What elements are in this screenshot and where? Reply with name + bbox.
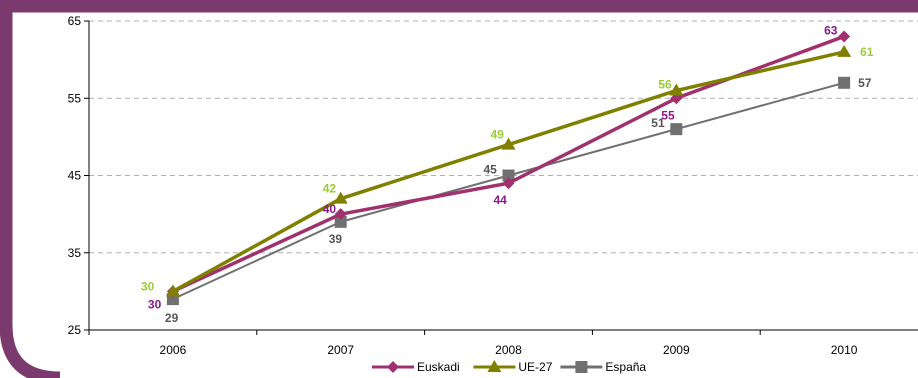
legend-label: Euskadi [417,360,460,374]
series-ue-27 [165,44,852,297]
data-point [670,123,683,136]
data-point [165,284,180,297]
x-tick-label: 2007 [327,343,354,357]
x-tick-label: 2008 [495,343,522,357]
series-line [172,81,845,301]
y-tick-label: 25 [68,323,82,337]
legend: Euskadi UE-27 España [372,360,646,374]
legend-marker [387,361,399,373]
data-point [334,215,347,228]
axes: 25 35 45 55 65 2006 2007 2008 2009 2010 [68,14,918,357]
gridlines [89,20,918,254]
legend-label: UE-27 [518,360,552,374]
data-label: 56 [658,78,672,92]
data-label: 39 [329,232,343,246]
data-label: 49 [491,128,505,142]
data-label: 29 [165,311,179,325]
legend-item: UE-27 [473,360,553,374]
data-label: 30 [148,297,162,311]
y-tick-label: 65 [68,14,82,28]
data-point [838,30,851,43]
data-point [502,169,515,182]
data-point [333,191,348,204]
data-point [669,83,684,96]
data-point [838,76,851,89]
data-label: 55 [661,108,675,122]
series-layer [165,30,852,306]
data-point [334,208,347,221]
data-point [837,44,852,57]
data-labels: 30 40 44 55 63 30 42 49 56 61 29 39 45 51 57 [141,23,874,325]
data-label: 61 [860,45,874,59]
data-label: 63 [824,23,838,37]
y-tick-label: 55 [68,91,82,105]
data-label: 40 [323,202,337,216]
series-euskadi [166,30,851,298]
data-label: 57 [858,76,872,90]
data-label: 30 [141,279,155,293]
data-point [502,177,515,190]
x-tick-label: 2010 [831,343,858,357]
legend-marker [487,360,502,372]
legend-marker [575,361,588,373]
data-label: 44 [494,193,508,207]
y-tick-label: 35 [68,246,82,260]
legend-item: España [560,360,646,374]
legend-label: España [605,360,646,374]
series-espa-a [166,76,851,306]
legend-item: Euskadi [372,360,460,374]
data-label: 51 [651,116,665,130]
data-point [501,137,516,150]
data-label: 42 [323,182,337,196]
x-tick-label: 2009 [663,343,690,357]
y-tick-label: 45 [68,169,82,183]
data-label: 45 [484,163,498,177]
x-tick-label: 2006 [160,343,187,357]
